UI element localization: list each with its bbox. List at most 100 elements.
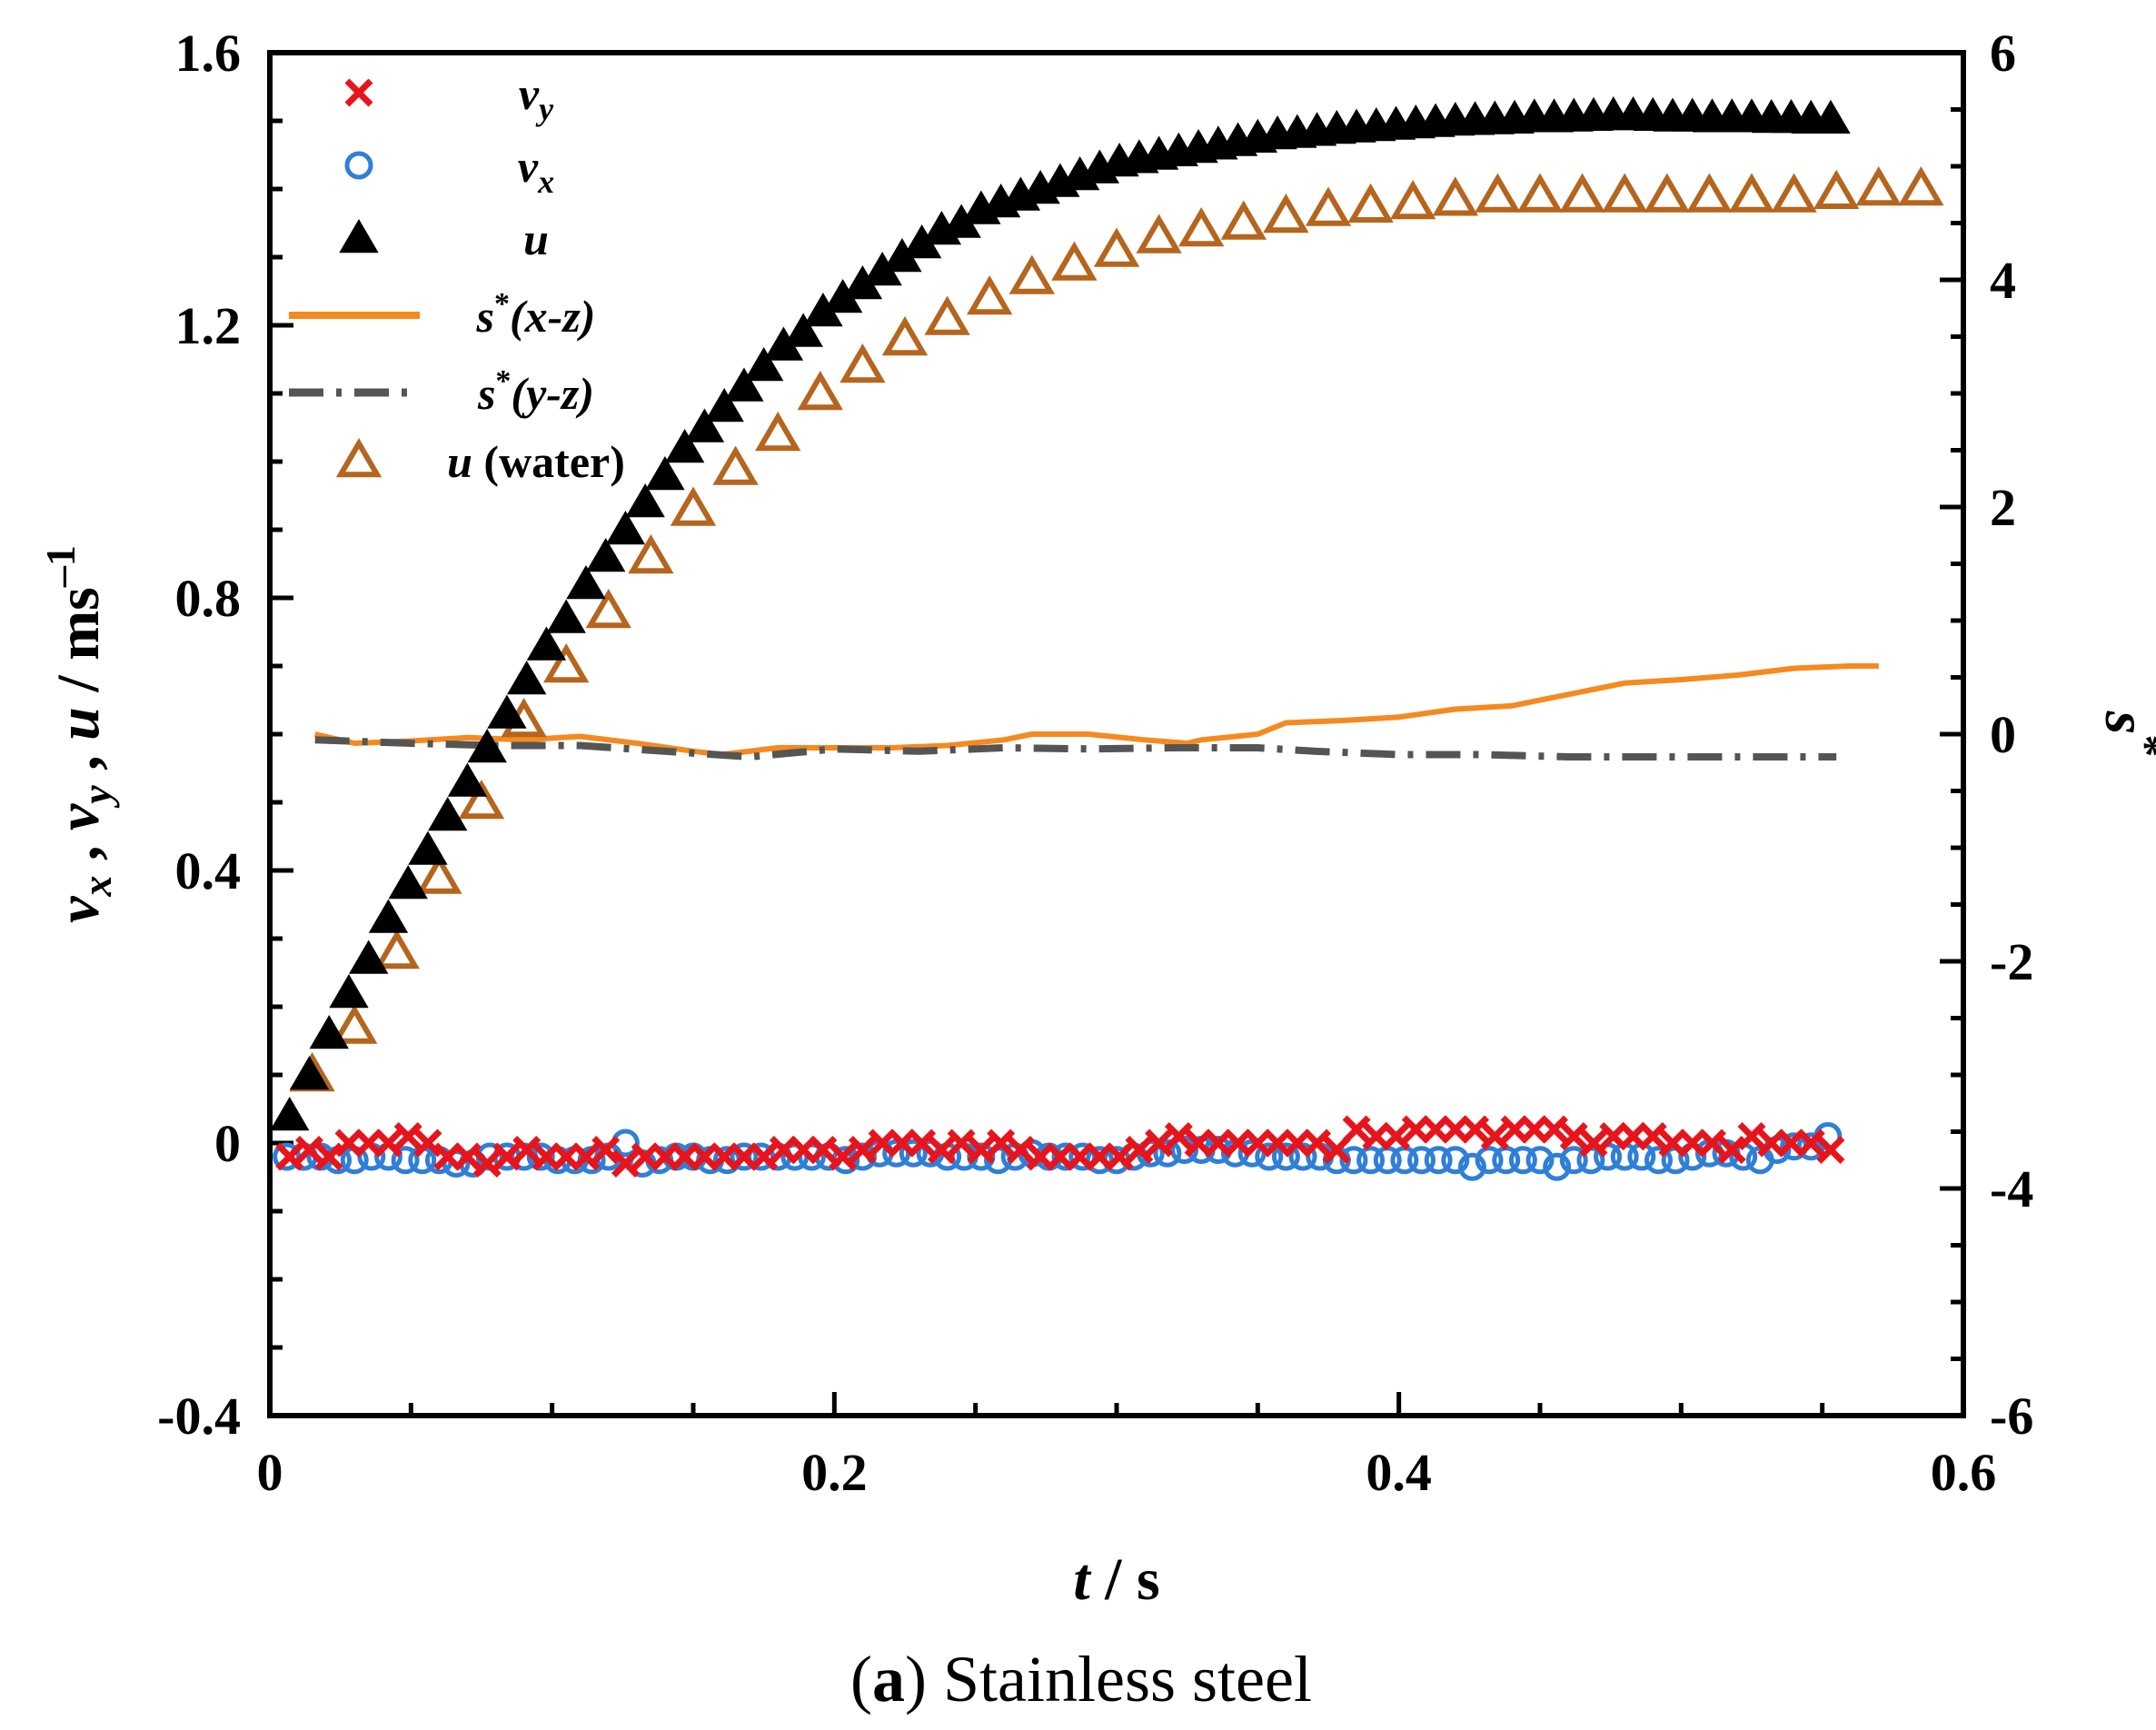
vy-point	[344, 78, 373, 107]
y-tick-label: 0.4	[175, 841, 242, 900]
uwater-series	[289, 166, 1944, 1092]
legend-label-sub: y	[535, 91, 554, 127]
vy-point	[1322, 1136, 1351, 1164]
uwater-point	[1516, 173, 1564, 213]
uwater-point	[1390, 180, 1436, 220]
ylabel-exp: –1	[37, 545, 84, 588]
vy-point	[750, 1142, 779, 1171]
vy-point	[1559, 1122, 1588, 1150]
u-point	[349, 940, 389, 974]
vy-point	[1579, 1128, 1608, 1158]
vy-point	[1816, 1136, 1845, 1164]
vy-point	[571, 1142, 601, 1171]
uwater-point	[1136, 214, 1182, 254]
y2-tick-label: 6	[1990, 24, 2016, 83]
ylabel-v: v	[45, 803, 112, 830]
y2-axis-title: s*	[2092, 711, 2156, 758]
vy-point	[1342, 1115, 1371, 1144]
uwater-point	[924, 295, 970, 335]
vy-point	[1698, 1128, 1726, 1158]
sxz-line	[314, 663, 1879, 758]
u-point	[289, 1056, 330, 1090]
u-point	[546, 599, 586, 633]
vy-point	[374, 1128, 402, 1158]
u-point	[664, 429, 705, 463]
y-tick-label: 0	[214, 1114, 241, 1173]
vy-point	[393, 1122, 422, 1150]
u-point	[526, 626, 567, 661]
uwater-point	[967, 275, 1013, 315]
vy-point	[472, 1149, 502, 1178]
uwater-point	[1813, 169, 1860, 209]
u-point	[487, 694, 527, 729]
uwater-point	[1347, 183, 1394, 223]
legend-label: s*(x-z)	[476, 287, 596, 342]
x-axis-title: t / s	[1073, 1546, 1159, 1613]
ylabel-sep: ,	[45, 830, 112, 876]
plot-frame	[267, 50, 1966, 1418]
vx-point	[848, 1142, 877, 1171]
uwater-point	[1178, 207, 1225, 247]
vy-point	[611, 1149, 640, 1178]
vx-point	[1457, 1152, 1486, 1181]
u-point	[704, 388, 744, 423]
vx-point	[967, 1142, 996, 1171]
vx-point	[1068, 1142, 1098, 1171]
u-point	[684, 408, 725, 442]
uwater-point	[881, 316, 929, 356]
y2-tick-label: -2	[1990, 932, 2033, 991]
uwater-point	[1475, 173, 1521, 213]
legend-marker	[339, 219, 379, 254]
x-tick-label: 0.2	[801, 1443, 868, 1502]
uwater-point	[670, 486, 717, 526]
uwater-point	[1602, 173, 1648, 213]
y-tick-label: 1.2	[175, 296, 242, 355]
legend-label: vx	[518, 141, 554, 200]
uwater-point	[1008, 254, 1055, 294]
uwater-point	[1728, 173, 1775, 213]
vx-point	[391, 1146, 420, 1175]
legend-label-paren: (x-z)	[510, 291, 595, 342]
uwater-point	[1432, 176, 1478, 216]
vx-point	[1356, 1146, 1386, 1175]
vx-point	[1424, 1146, 1453, 1175]
y-tick-label: 0.8	[175, 569, 242, 628]
tick-labels: 0 0.2 0.4 0.6 -0.4 0 0.4 0.8 1.2 1.6 -6 -4 -2 0 2 4 6	[157, 24, 2033, 1502]
legend-label-sub: x	[537, 164, 554, 200]
uwater-point	[1305, 186, 1352, 226]
vy-point	[1480, 1122, 1509, 1150]
vy-point	[1125, 1136, 1154, 1164]
legend-item-vy: vy	[344, 68, 554, 127]
legend-label-var: v	[519, 68, 540, 119]
u-point	[368, 899, 409, 933]
legend-label-var: s	[477, 368, 495, 419]
legend-marker	[344, 151, 373, 180]
vy-point	[512, 1136, 541, 1164]
u-point	[724, 367, 764, 402]
vx-point	[1543, 1152, 1572, 1181]
uwater-point	[755, 412, 801, 452]
u-point	[388, 865, 428, 900]
vy-point	[413, 1128, 442, 1158]
caption-prefix: (	[850, 1643, 872, 1715]
x-axis-unit: / s	[1090, 1546, 1160, 1613]
vy-point	[1796, 1128, 1825, 1158]
caption-bold: a	[872, 1643, 905, 1715]
u-series	[270, 96, 1851, 1131]
vx-point	[730, 1142, 759, 1171]
vx-point	[1508, 1146, 1537, 1175]
vy-point	[1006, 1136, 1035, 1164]
uwater-point	[1263, 194, 1309, 234]
vy-point	[314, 1142, 343, 1171]
vx-point	[1475, 1146, 1504, 1175]
sxz-series	[314, 663, 1879, 758]
vy-point	[987, 1128, 1016, 1158]
y2-tick-label: 4	[1990, 251, 2016, 310]
u-point	[467, 729, 507, 763]
vx-point	[1255, 1142, 1284, 1171]
vx-point	[1271, 1142, 1300, 1171]
vy-point	[492, 1142, 522, 1171]
u-point	[605, 511, 646, 545]
x-axis-var: t	[1073, 1546, 1091, 1613]
